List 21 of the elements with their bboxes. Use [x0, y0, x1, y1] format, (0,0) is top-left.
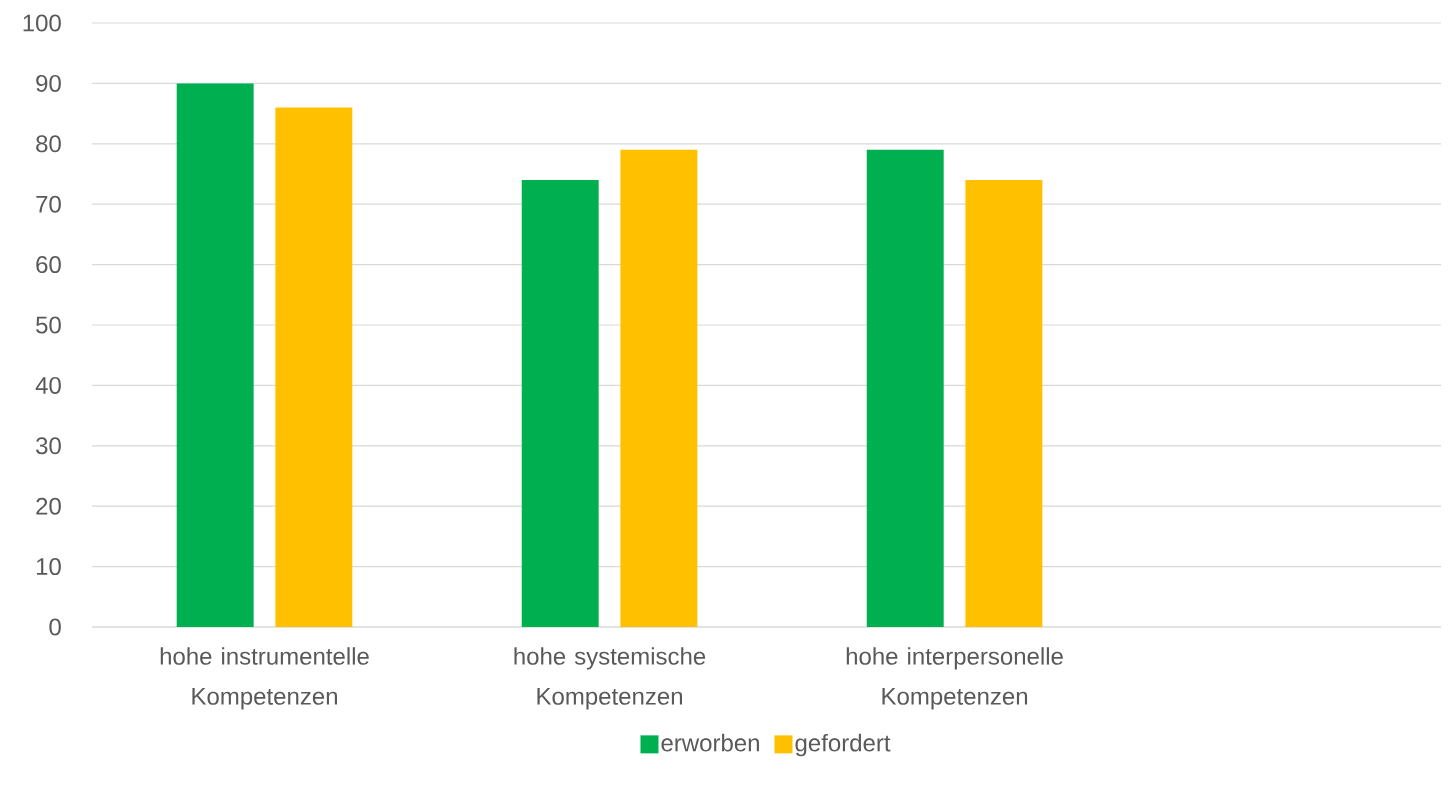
bar	[866, 149, 944, 627]
y-tick-label: 80	[36, 135, 61, 153]
y-tick-label: 20	[36, 497, 61, 515]
legend-label: gefordert	[795, 733, 891, 757]
y-tick-label: 90	[36, 74, 61, 92]
bar	[965, 180, 1043, 627]
y-tick-label: 40	[35, 376, 61, 394]
y-tick-label: 0	[49, 618, 61, 636]
y-tick-label: 70	[36, 195, 61, 213]
y-tick-label: 30	[36, 437, 61, 455]
bar	[176, 83, 254, 627]
x-tick-label: hohe instrumentelle Kompetenzen	[160, 647, 369, 710]
y-tick-label: 100	[23, 14, 61, 32]
legend-label: erworben	[661, 733, 759, 752]
bar	[521, 180, 599, 627]
bar	[620, 149, 698, 627]
y-tick-label: 60	[36, 256, 61, 274]
bar	[275, 107, 353, 627]
y-tick-label: 50	[36, 316, 61, 334]
y-tick-label: 10	[36, 558, 61, 576]
x-tick-label: hohe interpersonelle Kompetenzen	[846, 647, 1063, 710]
